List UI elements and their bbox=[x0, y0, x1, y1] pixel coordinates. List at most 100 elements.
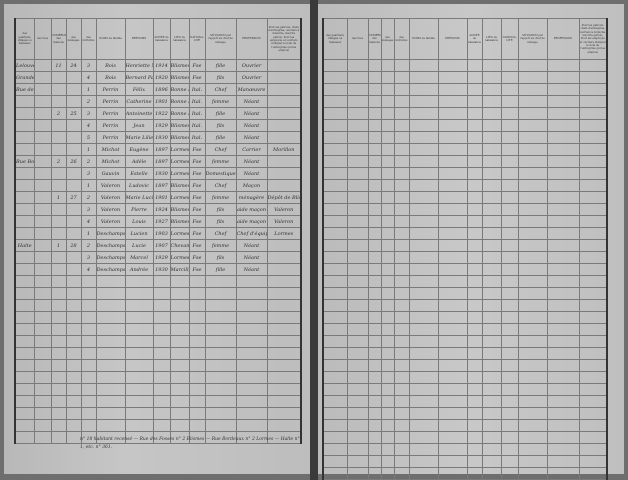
cell-sit bbox=[517, 443, 548, 456]
cell-men bbox=[380, 239, 395, 252]
cell-lieu bbox=[169, 395, 190, 408]
cell-lieu bbox=[481, 179, 502, 192]
cell-i: 3 bbox=[80, 59, 97, 72]
cell-q bbox=[322, 227, 348, 240]
cell-men bbox=[65, 131, 82, 144]
cell-i bbox=[393, 95, 410, 108]
cell-q bbox=[322, 347, 348, 360]
cell-lieu: Lormes bbox=[169, 251, 190, 264]
cell-q bbox=[322, 59, 348, 72]
cell-nat bbox=[500, 215, 519, 228]
cell-sit bbox=[517, 215, 548, 228]
cell-q bbox=[14, 227, 35, 240]
cell-nat bbox=[500, 203, 519, 216]
cell-obs bbox=[266, 311, 302, 324]
cell-lieu bbox=[169, 347, 190, 360]
cell-m bbox=[367, 323, 382, 336]
cell-nat bbox=[500, 311, 519, 324]
cell-obs bbox=[578, 155, 608, 168]
cell-i: 5 bbox=[80, 131, 97, 144]
cell-prof: Chef d'équipe bbox=[235, 227, 268, 240]
cell-r bbox=[346, 419, 369, 432]
cell-pre: Lucie bbox=[124, 239, 154, 252]
cell-nom bbox=[408, 383, 439, 396]
cell-sit bbox=[517, 263, 548, 276]
cell-nat: Fse bbox=[188, 143, 206, 156]
cell-pre: Marie Lilie bbox=[124, 131, 154, 144]
cell-men bbox=[65, 311, 82, 324]
cell-r bbox=[33, 167, 52, 180]
cell-nat: Fse bbox=[188, 251, 206, 264]
cell-r bbox=[33, 263, 52, 276]
cell-r bbox=[33, 71, 52, 84]
cell-r bbox=[33, 347, 52, 360]
cell-prof bbox=[546, 191, 580, 204]
cell-prof bbox=[546, 107, 580, 120]
cell-nat bbox=[500, 83, 519, 96]
cell-r bbox=[346, 311, 369, 324]
cell-nat: Fse bbox=[188, 191, 206, 204]
cell-obs bbox=[578, 203, 608, 216]
cell-sit bbox=[517, 95, 548, 108]
cell-lieu: Chevannes bbox=[169, 239, 190, 252]
cell-men: 25 bbox=[65, 107, 82, 120]
cell-obs bbox=[266, 71, 302, 84]
cell-nat bbox=[500, 395, 519, 408]
cell-pre bbox=[437, 95, 468, 108]
empty-row bbox=[14, 299, 302, 312]
cell-r bbox=[33, 371, 52, 384]
cell-sit bbox=[517, 179, 548, 192]
cell-nat bbox=[188, 347, 206, 360]
cell-obs bbox=[266, 95, 302, 108]
cell-prof bbox=[546, 419, 580, 432]
col-lieu: LIEU de naissance bbox=[169, 18, 190, 60]
cell-lieu: Marcilly bbox=[169, 263, 190, 276]
cell-i: 1 bbox=[80, 83, 97, 96]
empty-row bbox=[322, 335, 608, 348]
cell-men bbox=[380, 227, 395, 240]
cell-nom bbox=[408, 107, 439, 120]
empty-row bbox=[14, 323, 302, 336]
cell-sit: femme bbox=[204, 155, 237, 168]
cell-prof bbox=[546, 299, 580, 312]
cell-men bbox=[380, 395, 395, 408]
cell-nom bbox=[95, 407, 126, 420]
cell-i bbox=[393, 455, 410, 468]
cell-q bbox=[14, 191, 35, 204]
cell-i bbox=[393, 443, 410, 456]
cell-obs bbox=[266, 287, 302, 300]
cell-men bbox=[380, 275, 395, 288]
cell-sit: fils bbox=[204, 119, 237, 132]
cell-m bbox=[50, 347, 67, 360]
cell-prof bbox=[546, 431, 580, 444]
cell-sit bbox=[517, 395, 548, 408]
cell-sit bbox=[517, 335, 548, 348]
table-row: 4 Perrin Jean 1929 Blismes Ital. fils Néant bbox=[14, 119, 302, 132]
cell-m bbox=[367, 287, 382, 300]
cell-an bbox=[466, 287, 483, 300]
col-individus: des individus bbox=[80, 18, 97, 60]
cell-i: 1 bbox=[80, 143, 97, 156]
cell-men bbox=[380, 287, 395, 300]
cell-an bbox=[466, 71, 483, 84]
cell-m bbox=[50, 299, 67, 312]
cell-sit bbox=[517, 419, 548, 432]
cell-m bbox=[50, 71, 67, 84]
cell-prof bbox=[546, 239, 580, 252]
cell-nom: Deschamps bbox=[95, 251, 126, 264]
cell-pre bbox=[124, 323, 154, 336]
cell-r bbox=[33, 107, 52, 120]
cell-obs bbox=[578, 287, 608, 300]
cell-lieu: Blismes bbox=[169, 215, 190, 228]
cell-r bbox=[346, 395, 369, 408]
cell-lieu bbox=[169, 311, 190, 324]
cell-q bbox=[14, 107, 35, 120]
cell-pre: Catherine bbox=[124, 95, 154, 108]
cell-men bbox=[380, 155, 395, 168]
cell-q: Halte bbox=[14, 239, 35, 252]
cell-i bbox=[393, 299, 410, 312]
cell-i: 4 bbox=[80, 263, 97, 276]
cell-r bbox=[33, 131, 52, 144]
cell-sit: fille bbox=[204, 59, 237, 72]
cell-r bbox=[33, 155, 52, 168]
